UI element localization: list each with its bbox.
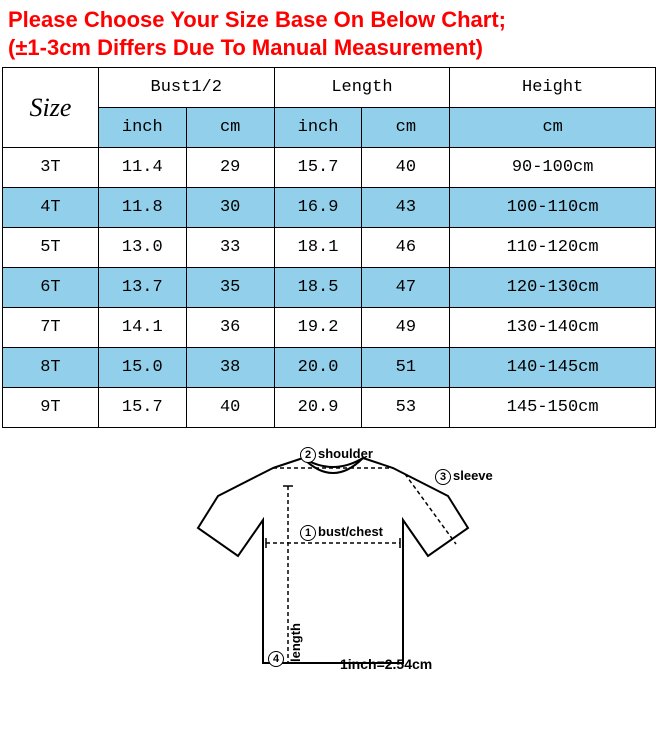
cell-bust_in: 15.0 — [98, 348, 186, 388]
cell-len_cm: 51 — [362, 348, 450, 388]
header-row-1: Size Bust1/2 Length Height — [3, 68, 656, 108]
sub-height-cm: cm — [450, 108, 656, 148]
table-row: 3T11.42915.74090-100cm — [3, 148, 656, 188]
table-row: 5T13.03318.146110-120cm — [3, 228, 656, 268]
cell-bust_in: 15.7 — [98, 388, 186, 428]
cell-bust_cm: 29 — [186, 148, 274, 188]
header-line-2: (±1-3cm Differs Due To Manual Measuremen… — [8, 34, 650, 62]
cell-len_in: 20.0 — [274, 348, 362, 388]
cell-size: 7T — [3, 308, 99, 348]
cell-size: 9T — [3, 388, 99, 428]
label-bust: 1bust/chest — [300, 524, 383, 541]
cell-height: 90-100cm — [450, 148, 656, 188]
cell-height: 140-145cm — [450, 348, 656, 388]
cell-len_in: 16.9 — [274, 188, 362, 228]
cell-size: 4T — [3, 188, 99, 228]
cell-bust_cm: 40 — [186, 388, 274, 428]
cell-size: 5T — [3, 228, 99, 268]
cell-bust_in: 11.8 — [98, 188, 186, 228]
cell-len_in: 19.2 — [274, 308, 362, 348]
table-row: 6T13.73518.547120-130cm — [3, 268, 656, 308]
num-sleeve: 3 — [435, 469, 451, 485]
cell-bust_cm: 35 — [186, 268, 274, 308]
col-height: Height — [450, 68, 656, 108]
cell-len_cm: 40 — [362, 148, 450, 188]
cell-len_in: 18.1 — [274, 228, 362, 268]
cell-bust_cm: 30 — [186, 188, 274, 228]
cell-bust_in: 13.0 — [98, 228, 186, 268]
cell-len_cm: 46 — [362, 228, 450, 268]
sub-len-inch: inch — [274, 108, 362, 148]
num-length: 4 — [268, 651, 284, 667]
cell-size: 6T — [3, 268, 99, 308]
cell-bust_in: 14.1 — [98, 308, 186, 348]
table-row: 9T15.74020.953145-150cm — [3, 388, 656, 428]
cell-height: 110-120cm — [450, 228, 656, 268]
col-size: Size — [3, 68, 99, 148]
col-length: Length — [274, 68, 450, 108]
cell-height: 145-150cm — [450, 388, 656, 428]
cell-bust_cm: 38 — [186, 348, 274, 388]
cell-len_cm: 47 — [362, 268, 450, 308]
cell-size: 3T — [3, 148, 99, 188]
header-row-2: inch cm inch cm cm — [3, 108, 656, 148]
cell-len_cm: 43 — [362, 188, 450, 228]
cell-len_in: 18.5 — [274, 268, 362, 308]
cell-len_in: 20.9 — [274, 388, 362, 428]
col-bust: Bust1/2 — [98, 68, 274, 108]
size-chart-table: Size Bust1/2 Length Height inch cm inch … — [2, 67, 656, 428]
num-bust: 1 — [300, 525, 316, 541]
cell-height: 100-110cm — [450, 188, 656, 228]
cell-height: 120-130cm — [450, 268, 656, 308]
label-length: 4length — [268, 623, 303, 667]
sub-bust-inch: inch — [98, 108, 186, 148]
cell-bust_in: 13.7 — [98, 268, 186, 308]
cell-bust_in: 11.4 — [98, 148, 186, 188]
num-shoulder: 2 — [300, 447, 316, 463]
cell-bust_cm: 36 — [186, 308, 274, 348]
cell-len_cm: 53 — [362, 388, 450, 428]
header-line-1: Please Choose Your Size Base On Below Ch… — [8, 6, 650, 34]
sub-len-cm: cm — [362, 108, 450, 148]
tshirt-diagram: 2shoulder 3sleeve 1bust/chest 4length 1i… — [0, 438, 658, 708]
sub-bust-cm: cm — [186, 108, 274, 148]
cell-bust_cm: 33 — [186, 228, 274, 268]
cell-size: 8T — [3, 348, 99, 388]
cell-len_cm: 49 — [362, 308, 450, 348]
cell-height: 130-140cm — [450, 308, 656, 348]
conversion-note: 1inch=2.54cm — [340, 656, 432, 672]
instruction-header: Please Choose Your Size Base On Below Ch… — [0, 0, 658, 65]
cell-len_in: 15.7 — [274, 148, 362, 188]
label-shoulder: 2shoulder — [300, 446, 373, 463]
table-row: 4T11.83016.943100-110cm — [3, 188, 656, 228]
table-row: 7T14.13619.249130-140cm — [3, 308, 656, 348]
size-chart-body: 3T11.42915.74090-100cm4T11.83016.943100-… — [3, 148, 656, 428]
table-row: 8T15.03820.051140-145cm — [3, 348, 656, 388]
label-sleeve: 3sleeve — [435, 468, 493, 485]
